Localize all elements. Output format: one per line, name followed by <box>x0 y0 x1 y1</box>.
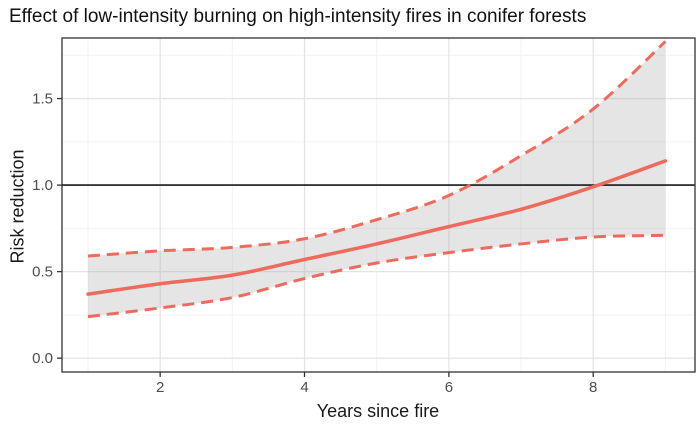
mean-line <box>86 159 668 296</box>
x-tick-label: 2 <box>156 379 164 396</box>
y-tick-label: 1.0 <box>32 177 53 194</box>
upper-ci-line <box>87 40 667 258</box>
y-tick-label: 0.0 <box>32 350 53 367</box>
lower-ci-line <box>87 233 666 319</box>
x-tick-label: 4 <box>300 379 308 396</box>
x-axis-title: Years since fire <box>316 401 440 421</box>
x-tick-label: 8 <box>589 379 597 396</box>
plot-title: Effect of low-intensity burning on high-… <box>9 6 587 27</box>
panel-border <box>61 37 696 373</box>
panel-background <box>62 38 695 372</box>
y-tick-label: 1.5 <box>32 91 53 108</box>
x-tick-label: 6 <box>445 379 453 396</box>
y-tick-label: 0.5 <box>32 264 53 281</box>
